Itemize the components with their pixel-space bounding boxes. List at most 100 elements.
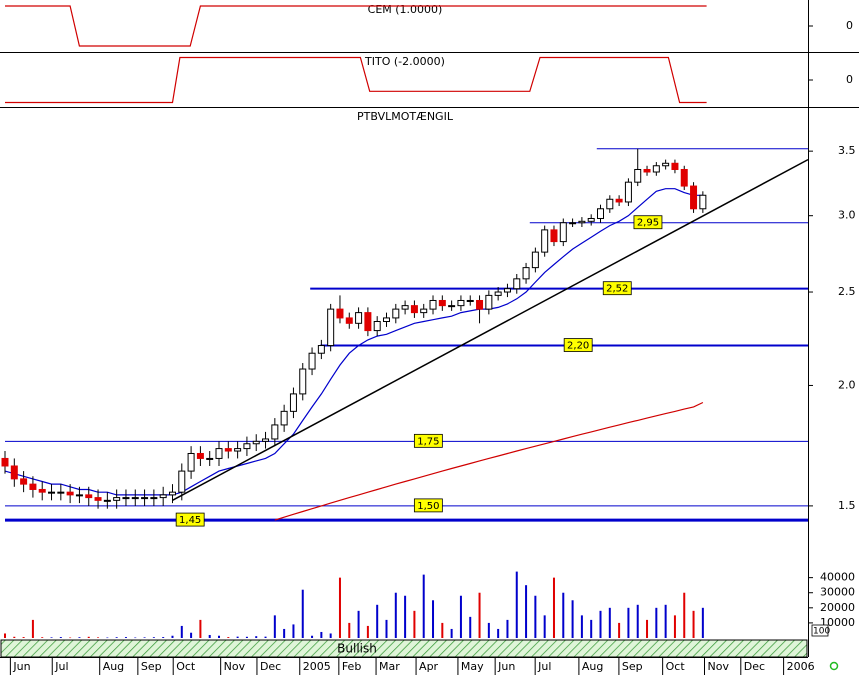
volume-bar <box>301 589 304 638</box>
volume-bar <box>506 619 509 638</box>
candle-body <box>559 222 567 243</box>
candle-body <box>122 497 130 500</box>
candle-body <box>569 222 577 225</box>
candle-body <box>457 299 465 307</box>
x-tick-label: 2006 <box>787 660 815 673</box>
indicator-line <box>5 5 707 47</box>
candle-body <box>299 368 307 395</box>
x-tick-label: Sep <box>141 660 162 673</box>
candle-body <box>615 198 623 203</box>
volume-bar <box>590 619 593 638</box>
volume-bar <box>655 607 658 638</box>
candle-body <box>606 198 614 210</box>
candle-body <box>503 288 511 293</box>
panel-title: TITO (-2.0000) <box>364 55 445 68</box>
x-tick-label: Aug <box>103 660 124 673</box>
candle-body <box>85 494 93 499</box>
y-tick-label: 40000 <box>820 571 855 584</box>
volume-bar <box>562 592 565 638</box>
y-tick-label: 3.5 <box>838 144 856 157</box>
volume-bar <box>441 622 444 638</box>
y-tick-label: 3.0 <box>838 209 856 222</box>
candle-body <box>587 217 595 222</box>
candle-body <box>382 317 390 323</box>
y-tick-label: 0 <box>846 19 853 32</box>
indicator-line <box>5 56 707 104</box>
level-label-box <box>633 215 663 230</box>
volume-bar <box>97 637 100 638</box>
candle-body <box>476 299 484 310</box>
volume-bar <box>13 636 16 638</box>
volume-bar <box>236 636 239 638</box>
candle-body <box>531 251 539 269</box>
candle-body <box>513 278 521 290</box>
candle-body <box>57 491 65 494</box>
candle-body <box>364 312 372 332</box>
volume-bar <box>413 610 416 638</box>
volume-bar <box>22 637 25 638</box>
candle-body <box>448 305 456 308</box>
volume-bar <box>636 604 639 638</box>
level-label: 1,45 <box>179 515 201 526</box>
level-label-box <box>413 433 443 448</box>
candle-body <box>420 308 428 314</box>
candle-body <box>401 305 409 310</box>
level-label-box <box>563 338 593 352</box>
volume-bar <box>571 600 574 638</box>
volume-bar <box>199 619 202 638</box>
volume-bar <box>525 585 528 638</box>
volume-bar <box>469 616 472 638</box>
panel-title: PTBVLMOTÆNGIL <box>357 110 454 123</box>
candle-body <box>94 497 102 501</box>
candle-body <box>699 194 707 210</box>
candle-body <box>690 185 698 210</box>
candle-body <box>429 299 437 310</box>
volume-bar <box>450 628 453 638</box>
volume-bar <box>608 607 611 638</box>
y-tick-label: 2.0 <box>838 378 856 391</box>
scale-label: 100 <box>813 627 830 637</box>
volume-bar <box>627 607 630 638</box>
volume-bar <box>673 615 676 638</box>
candle-body <box>317 345 325 354</box>
volume-bar <box>124 637 127 638</box>
y-tick-label: 20000 <box>820 601 855 614</box>
x-tick-label: Sep <box>622 660 643 673</box>
scale-box <box>811 624 829 637</box>
level-label: 2,52 <box>606 284 628 295</box>
candle-body <box>345 317 353 324</box>
volume-bar <box>190 632 193 638</box>
candle-body <box>20 478 28 485</box>
x-tick-label: Nov <box>708 660 730 673</box>
volume-bar <box>152 637 155 638</box>
level-label-box <box>175 512 205 527</box>
volume-bar <box>664 604 667 638</box>
candle-body <box>10 465 18 480</box>
candle-body <box>336 308 344 319</box>
x-tick-label: Nov <box>224 660 246 673</box>
panel-title: CEM (1.0000) <box>368 3 443 16</box>
volume-bar <box>385 619 388 638</box>
volume-bar <box>134 637 137 639</box>
candle-body <box>75 494 83 497</box>
candle-body <box>262 438 270 442</box>
volume-bar <box>487 622 490 638</box>
volume-bar <box>618 622 621 638</box>
volume-bar <box>69 637 72 639</box>
x-tick-label: Aug <box>582 660 603 673</box>
volume-bar <box>115 637 118 638</box>
candle-body <box>494 291 502 296</box>
level-label: 2,95 <box>637 218 659 229</box>
volume-bar <box>283 628 286 638</box>
level-label: 2,20 <box>567 341 589 352</box>
trendline <box>172 158 809 501</box>
candle-body <box>103 499 111 502</box>
candle-body <box>355 312 363 324</box>
volume-bar <box>478 592 481 638</box>
candle-body <box>66 491 74 496</box>
y-tick-label: 2.5 <box>838 285 856 298</box>
x-tick-label: Jul <box>537 660 551 673</box>
candle-body <box>485 294 493 310</box>
candle-body <box>410 305 418 314</box>
